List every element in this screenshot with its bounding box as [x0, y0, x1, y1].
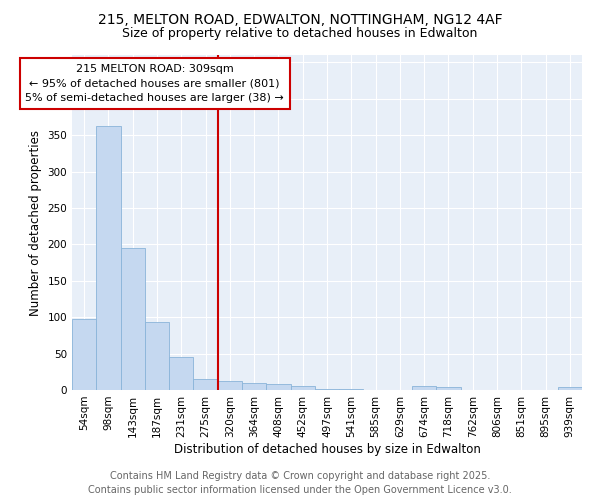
- Text: Contains HM Land Registry data © Crown copyright and database right 2025.
Contai: Contains HM Land Registry data © Crown c…: [88, 471, 512, 495]
- Bar: [412, 386, 436, 390]
- Bar: [218, 380, 242, 390]
- Bar: [315, 388, 339, 390]
- Y-axis label: Number of detached properties: Number of detached properties: [29, 130, 42, 316]
- Bar: [72, 318, 96, 390]
- Text: 215, MELTON ROAD, EDWALTON, NOTTINGHAM, NG12 4AF: 215, MELTON ROAD, EDWALTON, NOTTINGHAM, …: [98, 12, 502, 26]
- Bar: [558, 387, 582, 390]
- Bar: [242, 382, 266, 390]
- Bar: [266, 384, 290, 390]
- Bar: [169, 356, 193, 390]
- X-axis label: Distribution of detached houses by size in Edwalton: Distribution of detached houses by size …: [173, 442, 481, 456]
- Text: 215 MELTON ROAD: 309sqm
← 95% of detached houses are smaller (801)
5% of semi-de: 215 MELTON ROAD: 309sqm ← 95% of detache…: [25, 64, 284, 104]
- Text: Size of property relative to detached houses in Edwalton: Size of property relative to detached ho…: [122, 28, 478, 40]
- Bar: [290, 386, 315, 390]
- Bar: [436, 387, 461, 390]
- Bar: [193, 379, 218, 390]
- Bar: [96, 126, 121, 390]
- Bar: [121, 248, 145, 390]
- Bar: [145, 322, 169, 390]
